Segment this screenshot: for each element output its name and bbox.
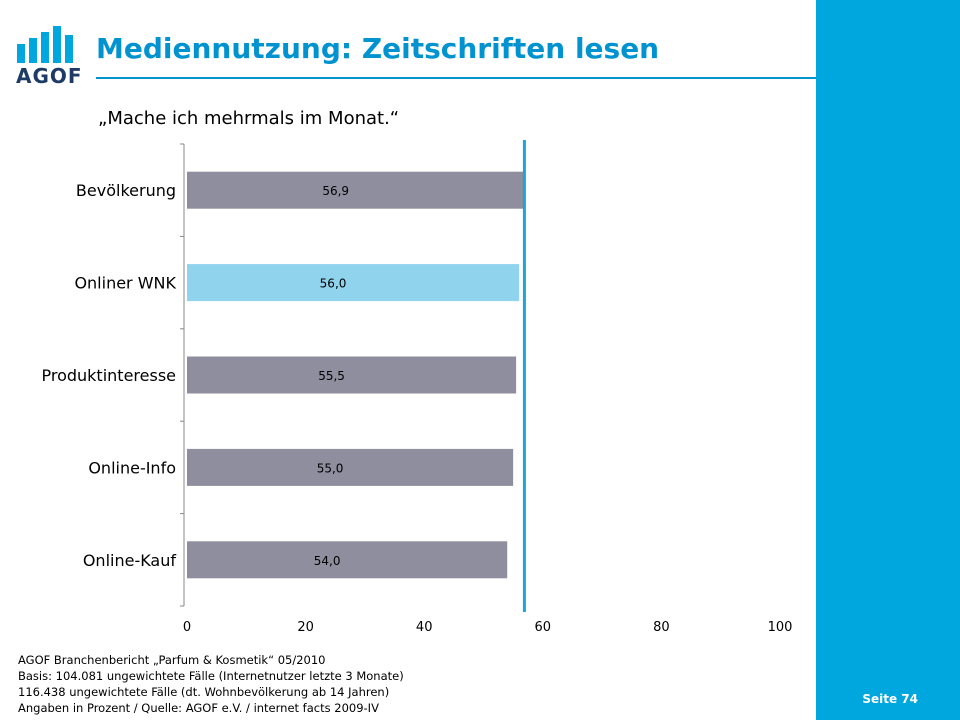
bar-value-label: 56,0 xyxy=(320,277,347,291)
bar-value-label: 56,9 xyxy=(322,184,349,198)
bar-value-label: 54,0 xyxy=(314,554,341,568)
x-tick-label: 20 xyxy=(297,620,314,635)
x-tick-label: 100 xyxy=(768,620,793,635)
category-label: Online-Kauf xyxy=(83,551,177,570)
title-divider xyxy=(96,77,816,79)
bar xyxy=(187,264,520,302)
category-label: Produktinteresse xyxy=(41,366,176,385)
page-title: Mediennutzung: Zeitschriften lesen xyxy=(96,32,660,65)
bar xyxy=(187,541,508,579)
bar xyxy=(187,448,514,486)
side-panel: Seite 74 xyxy=(816,0,960,720)
footer-line: AGOF Branchenbericht „Parfum & Kosmetik“… xyxy=(18,653,326,667)
footer-line: 116.438 ungewichtete Fälle (dt. Wohnbevö… xyxy=(18,685,390,699)
category-label: Online-Info xyxy=(88,458,176,477)
page-number: Seite 74 xyxy=(862,692,918,706)
x-tick-label: 80 xyxy=(653,620,670,635)
agof-logo: AGOF xyxy=(16,24,83,88)
x-tick-label: 60 xyxy=(535,620,552,635)
bar xyxy=(187,171,525,209)
x-tick-label: 40 xyxy=(416,620,433,635)
footer-line: Basis: 104.081 ungewichtete Fälle (Inter… xyxy=(18,669,404,683)
bar-value-label: 55,0 xyxy=(317,461,344,475)
bar-chart: 56,9 Bevölkerung 56,0 Onliner WNK 55,5 Produk… xyxy=(41,140,793,635)
source-footer: AGOF Branchenbericht „Parfum & Kosmetik“… xyxy=(18,652,404,716)
logo-text: AGOF xyxy=(16,64,83,88)
footer-line: Angaben in Prozent / Quelle: AGOF e.V. /… xyxy=(18,701,379,715)
bar-value-label: 55,5 xyxy=(318,369,345,383)
logo-bars-icon xyxy=(17,26,73,63)
x-tick-label: 0 xyxy=(183,620,191,635)
chart-subtitle: „Mache ich mehrmals im Monat.“ xyxy=(98,108,400,129)
bar xyxy=(187,356,517,394)
category-label: Bevölkerung xyxy=(76,181,176,200)
category-label: Onliner WNK xyxy=(74,274,176,293)
